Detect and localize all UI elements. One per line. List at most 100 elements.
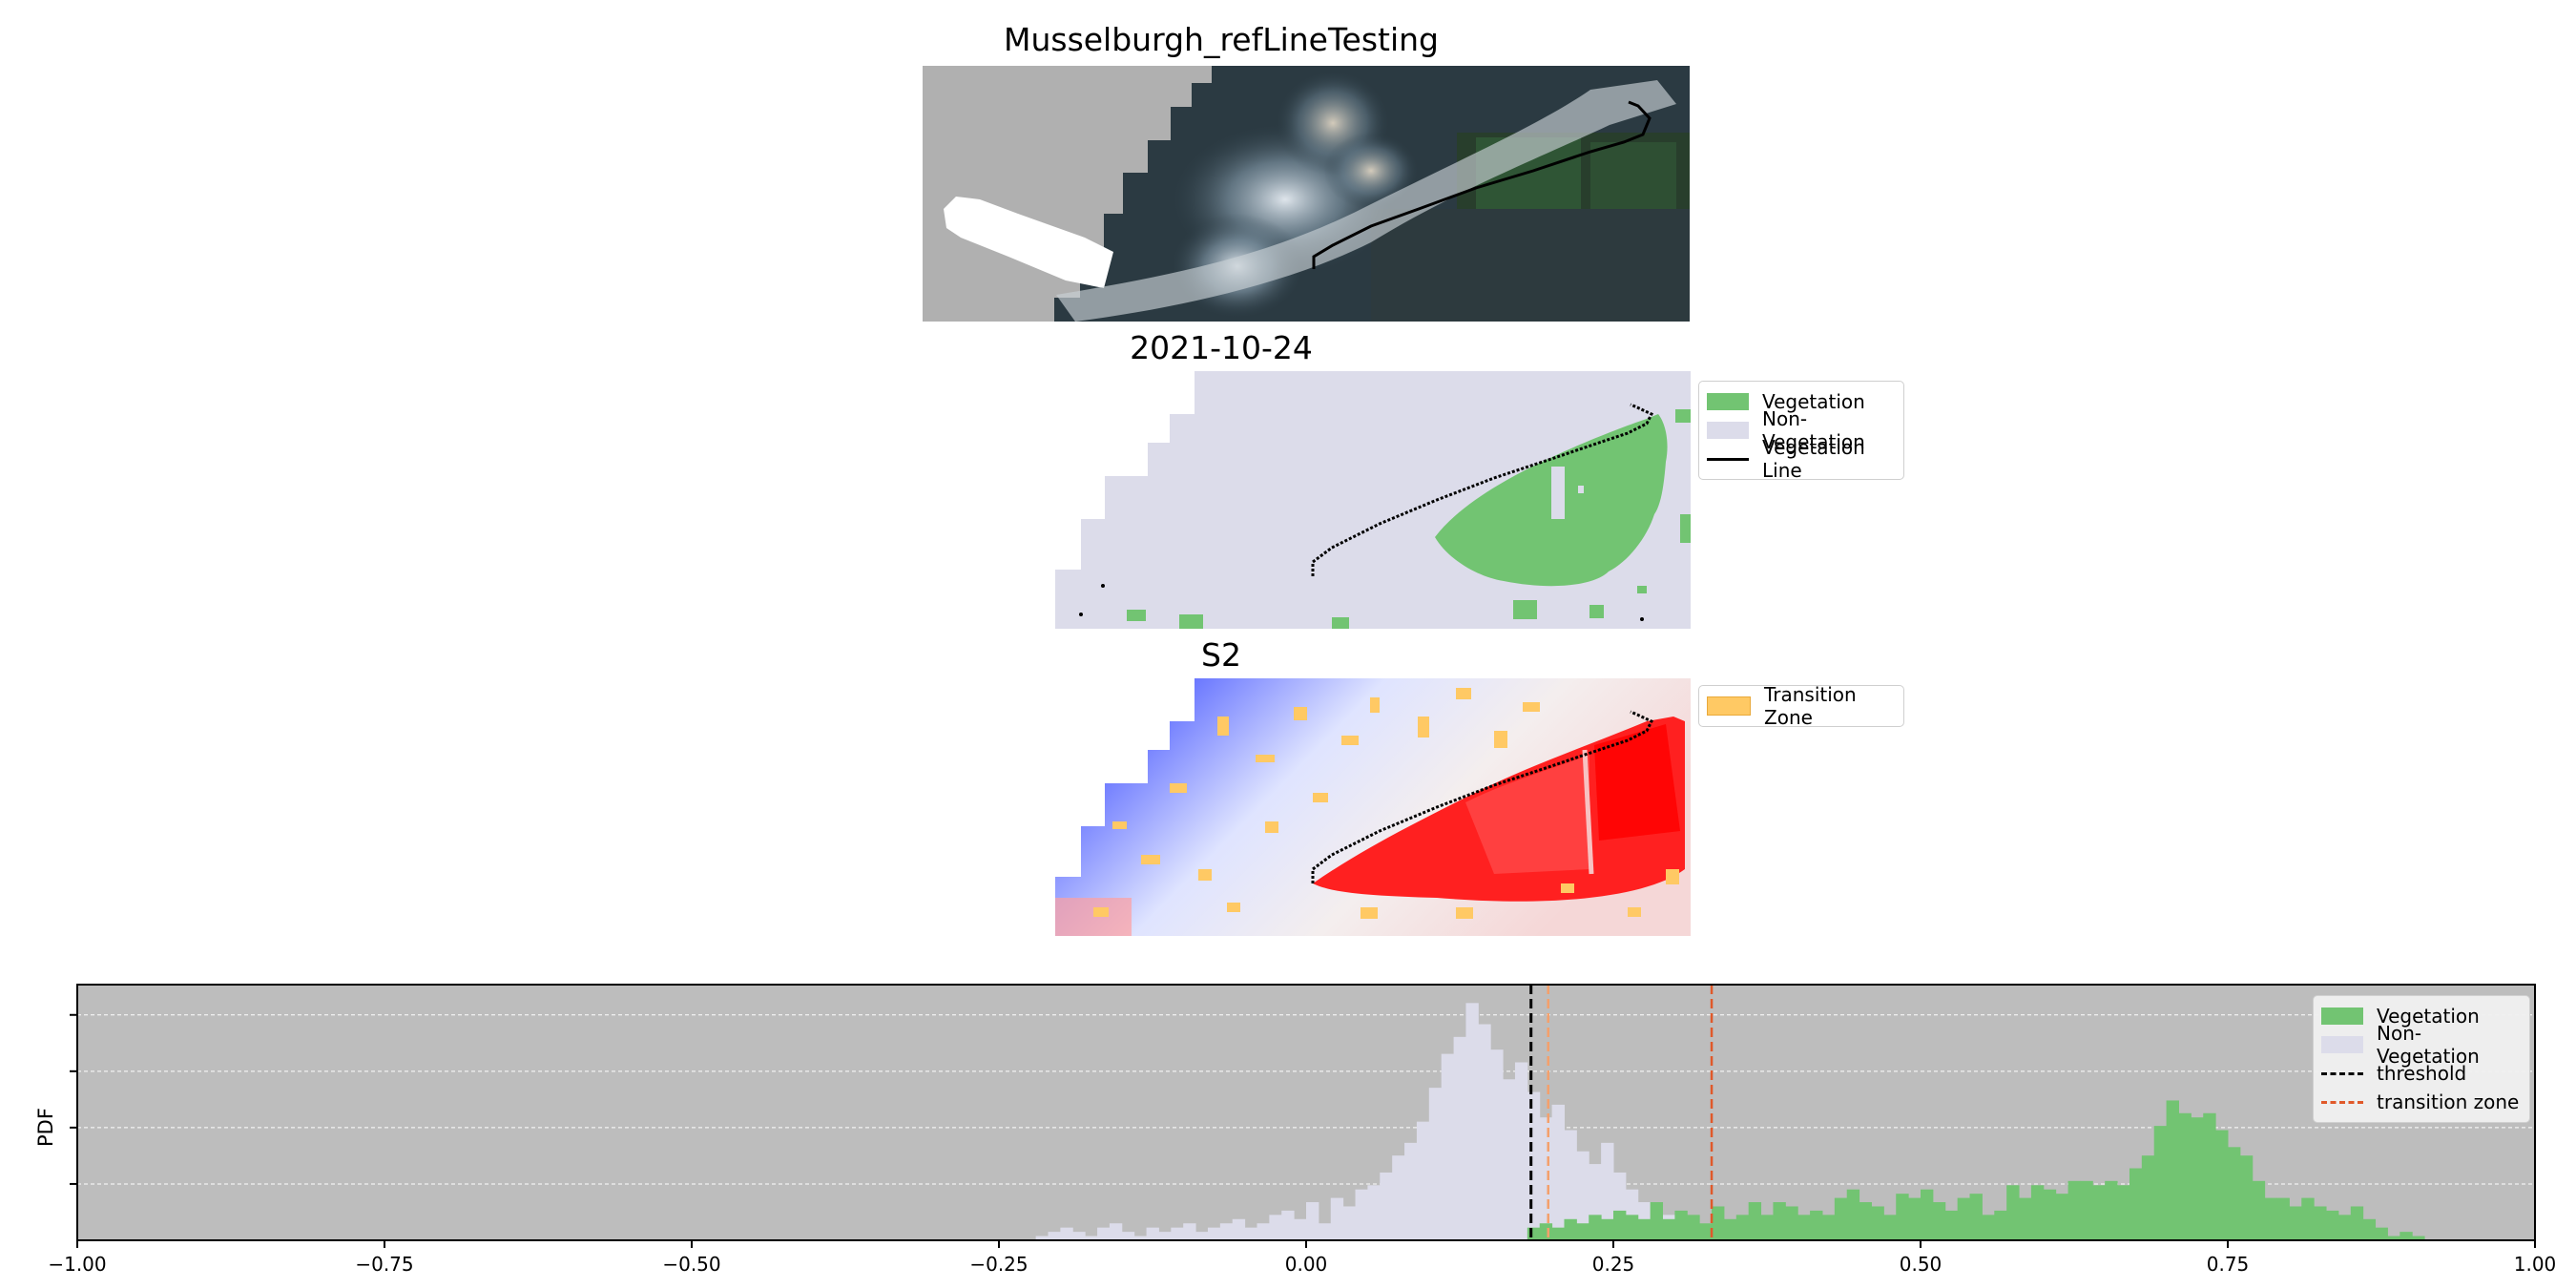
vegetation-bar xyxy=(2030,1185,2045,1240)
vegetation-swatch xyxy=(1707,393,1749,410)
vegetation-bar xyxy=(1994,1210,2007,1240)
vegetation-bar xyxy=(2141,1155,2155,1240)
vegetation-bar xyxy=(1674,1210,1688,1240)
vegetation-bar xyxy=(1969,1194,1983,1240)
x-tick-label: 0.00 xyxy=(1285,1253,1328,1276)
vegetation-bar xyxy=(1760,1215,1774,1240)
x-tick-label: −0.75 xyxy=(355,1253,413,1276)
satellite-image-panel xyxy=(923,66,1690,322)
non-vegetation-bar xyxy=(1428,1088,1443,1240)
non-vegetation-bar xyxy=(1183,1223,1196,1240)
vegetation-bar xyxy=(2350,1206,2364,1240)
legend-label: threshold xyxy=(2377,1062,2467,1085)
vegetation-bar xyxy=(1712,1206,1725,1240)
vegetation-bar xyxy=(1527,1227,1541,1240)
vegetation-bar xyxy=(2178,1112,2192,1240)
vegetation-bar xyxy=(1735,1215,1750,1240)
vegetation-bar xyxy=(2375,1227,2388,1240)
vegetation-bar xyxy=(2276,1197,2290,1240)
legend-item-threshold: threshold xyxy=(2321,1059,2520,1088)
vegetation-bar xyxy=(2191,1117,2204,1240)
non-vegetation-bar xyxy=(1478,1024,1491,1240)
vegetation-bar xyxy=(1871,1206,1884,1240)
legend-item-vegetation: Vegetation xyxy=(2321,1002,2520,1030)
non-vegetation-bar xyxy=(1404,1142,1418,1240)
non-vegetation-bar xyxy=(1097,1227,1111,1240)
vegetation-bar xyxy=(1921,1189,1934,1240)
vegetation-bar xyxy=(1982,1215,1995,1240)
non-vegetation-bar xyxy=(1342,1206,1357,1240)
non-vegetation-bar xyxy=(1060,1227,1073,1240)
non-vegetation-bar xyxy=(1416,1121,1430,1240)
non-vegetation-bar xyxy=(1527,1091,1541,1240)
vegetation-histogram xyxy=(1527,1100,2425,1240)
vegetation-bar xyxy=(2006,1185,2020,1240)
non-vegetation-bar xyxy=(1564,1130,1577,1240)
non-vegetation-bar xyxy=(1539,1117,1553,1240)
legend-item-vegetation: Vegetation xyxy=(1707,387,1894,416)
vegetation-bar xyxy=(1723,1218,1737,1240)
vegetation-bar xyxy=(1551,1227,1565,1240)
vegetation-bar xyxy=(2129,1168,2143,1240)
legend-label: transition zone xyxy=(2377,1091,2520,1113)
non-vegetation-bar xyxy=(1232,1218,1246,1240)
non-vegetation-bar xyxy=(1503,1079,1516,1240)
non-vegetation-bar xyxy=(1048,1232,1061,1240)
vegetation-bar xyxy=(1834,1197,1848,1240)
vegetation-bar xyxy=(1810,1210,1823,1240)
non-vegetation-bar xyxy=(1133,1236,1148,1240)
vegetation-bar xyxy=(2337,1215,2352,1240)
vegetation-bar xyxy=(2239,1155,2254,1240)
legend-label: Vegetation xyxy=(2377,1005,2480,1028)
x-axis-ticks: −1.00 −0.75 −0.50 −0.25 0.00 0.25 0.50 0.75 1.00 xyxy=(48,1240,2556,1276)
vegetation-bar xyxy=(2399,1232,2413,1240)
legend-label: Vegetation xyxy=(1762,390,1865,413)
non-vegetation-bar xyxy=(1551,1104,1565,1240)
non-vegetation-bar xyxy=(1367,1185,1381,1240)
non-vegetation-bar xyxy=(1207,1227,1221,1240)
non-vegetation-bar xyxy=(1576,1151,1589,1240)
vegetation-bar xyxy=(2387,1236,2400,1240)
vegetation-bar xyxy=(2289,1206,2302,1240)
vegetation-bar xyxy=(2252,1180,2266,1240)
vegetation-bar xyxy=(2019,1197,2032,1240)
classification-legend: Vegetation Non-Vegetation Vegetation Lin… xyxy=(1698,381,1904,482)
vegetation-bar xyxy=(2264,1197,2278,1240)
x-tick-label: 0.50 xyxy=(1900,1253,1942,1276)
transition-zone-swatch xyxy=(2321,1100,2363,1104)
vegetation-bar xyxy=(1821,1215,1836,1240)
vegetation-bar xyxy=(2067,1180,2081,1240)
vegetation-bar xyxy=(2203,1112,2216,1240)
histogram-legend: Vegetation Non-Vegetation threshold tran… xyxy=(2313,995,2530,1123)
vegetation-bar xyxy=(2301,1197,2315,1240)
vegetation-bar xyxy=(1589,1215,1602,1240)
non-vegetation-bar xyxy=(1601,1142,1614,1240)
vegetation-bar xyxy=(2055,1194,2069,1240)
non-vegetation-bar xyxy=(1441,1053,1455,1240)
vegetation-bar xyxy=(1613,1210,1627,1240)
legend-label: Transition Zone xyxy=(1764,683,1857,729)
legend-label: Non-Vegetation xyxy=(1762,407,1865,453)
page-title: Musselburgh_refLineTesting xyxy=(1003,21,1439,58)
vegetation-bar xyxy=(2117,1185,2130,1240)
vegetation-bar xyxy=(1650,1202,1664,1240)
legend-item-vegetation-line: Vegetation Line xyxy=(1707,436,1894,482)
vegetation-bar xyxy=(1625,1215,1639,1240)
vegetation-bar xyxy=(1773,1202,1786,1240)
x-tick-label: −1.00 xyxy=(48,1253,106,1276)
threshold-swatch xyxy=(2321,1071,2363,1075)
vegetation-bar xyxy=(1601,1218,1614,1240)
classification-map xyxy=(1055,371,1691,629)
legend-item-transition-zone: Transition Zone xyxy=(1707,683,1894,729)
satellite-image xyxy=(923,66,1690,322)
x-tick-label: −0.25 xyxy=(969,1253,1028,1276)
vegetation-bar xyxy=(2326,1210,2339,1240)
vegetation-bar xyxy=(1748,1202,1762,1240)
vegetation-bar xyxy=(2153,1126,2168,1240)
vegetation-bar xyxy=(2215,1130,2229,1240)
vegetation-bar xyxy=(1699,1223,1713,1240)
non-vegetation-bar xyxy=(1465,1003,1479,1240)
non-vegetation-bar xyxy=(1281,1210,1295,1240)
vegetation-bar xyxy=(1662,1218,1675,1240)
